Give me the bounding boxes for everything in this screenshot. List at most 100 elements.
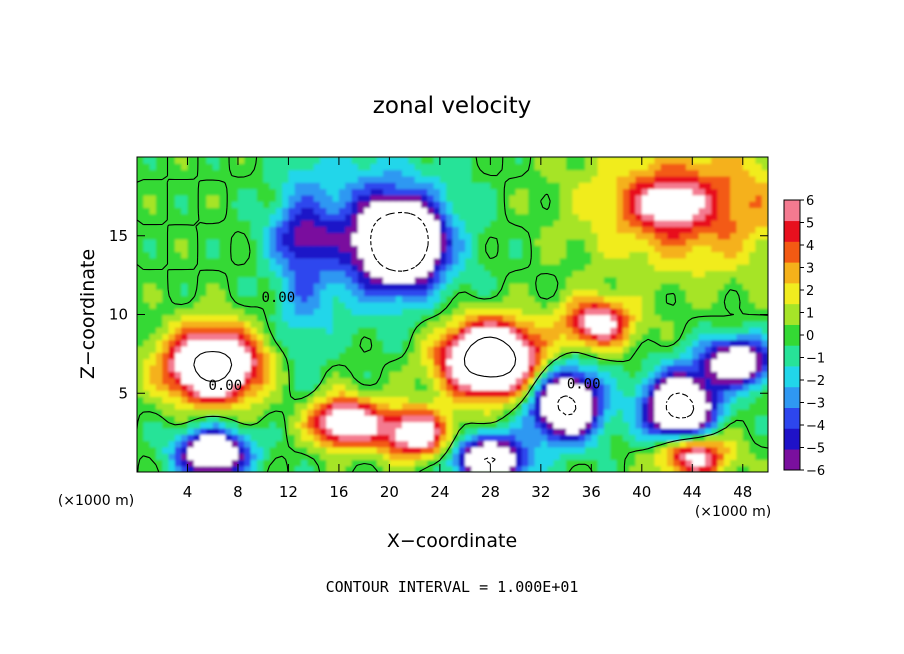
field-cell	[351, 434, 359, 442]
field-cell	[389, 409, 397, 416]
field-cell	[313, 226, 321, 234]
field-cell	[174, 346, 182, 353]
field-cell	[471, 327, 479, 334]
field-cell	[174, 314, 182, 322]
field-cell	[414, 446, 422, 454]
field-cell	[755, 276, 763, 284]
field-cell	[193, 358, 201, 366]
field-cell	[193, 163, 201, 171]
field-cell	[244, 295, 252, 303]
field-cell	[553, 188, 561, 196]
field-cell	[692, 409, 700, 416]
field-cell	[749, 415, 756, 423]
field-cell	[137, 402, 144, 410]
field-cell	[730, 459, 738, 467]
field-cell	[402, 453, 409, 460]
field-cell	[149, 188, 157, 196]
field-cell	[742, 415, 750, 423]
field-cell	[402, 308, 409, 316]
field-cell	[294, 320, 302, 328]
field-cell	[484, 175, 491, 183]
field-cell	[521, 390, 529, 397]
field-cell	[237, 201, 245, 208]
field-cell	[137, 446, 144, 454]
field-cell	[742, 169, 750, 177]
field-cell	[338, 257, 346, 265]
field-cell	[313, 358, 321, 366]
field-cell	[458, 201, 466, 208]
field-cell	[458, 295, 466, 303]
field-cell	[237, 446, 245, 454]
field-cell	[629, 251, 637, 259]
field-cell	[357, 427, 365, 435]
field-cell	[648, 283, 656, 290]
field-cell	[250, 238, 258, 246]
field-cell	[572, 339, 580, 347]
field-cell	[755, 339, 763, 347]
field-cell	[313, 169, 321, 177]
field-cell	[540, 459, 548, 467]
field-cell	[553, 371, 561, 379]
field-cell	[540, 257, 548, 265]
field-cell	[692, 169, 700, 177]
field-cell	[294, 232, 302, 240]
field-cell	[521, 182, 529, 190]
field-cell	[484, 364, 491, 372]
field-cell	[654, 333, 662, 341]
field-cell	[616, 308, 624, 316]
field-cell	[502, 257, 510, 265]
field-cell	[761, 314, 768, 322]
field-cell	[181, 409, 189, 416]
field-cell	[408, 459, 416, 467]
field-cell	[477, 320, 485, 328]
field-cell	[351, 358, 359, 366]
field-cell	[288, 320, 296, 328]
field-cell	[736, 276, 744, 284]
field-cell	[231, 238, 239, 246]
field-cell	[395, 251, 403, 259]
field-cell	[566, 201, 573, 208]
field-cell	[515, 434, 523, 442]
field-cell	[717, 264, 725, 271]
field-cell	[250, 220, 258, 227]
field-cell	[332, 201, 340, 208]
field-cell	[376, 257, 384, 265]
field-cell	[559, 339, 567, 347]
field-cell	[326, 257, 334, 265]
field-cell	[597, 175, 605, 183]
field-cell	[585, 396, 592, 404]
field-cell	[742, 402, 750, 410]
field-cell	[452, 402, 460, 410]
field-cell	[200, 276, 208, 284]
field-cell	[490, 421, 498, 429]
field-cell	[181, 427, 189, 435]
field-cell	[137, 314, 144, 322]
field-cell	[244, 409, 252, 416]
field-cell	[509, 251, 517, 259]
field-cell	[610, 213, 618, 221]
field-cell	[225, 383, 233, 391]
field-cell	[187, 390, 195, 397]
field-cell	[395, 289, 403, 297]
field-cell	[465, 238, 473, 246]
field-cell	[761, 251, 768, 259]
field-cell	[616, 446, 624, 454]
field-cell	[149, 283, 157, 290]
field-cell	[181, 226, 189, 234]
field-cell	[736, 427, 744, 435]
field-cell	[572, 320, 580, 328]
field-cell	[364, 188, 372, 196]
field-cell	[357, 226, 365, 234]
field-cell	[288, 175, 296, 183]
field-cell	[458, 383, 466, 391]
field-cell	[294, 276, 302, 284]
field-cell	[351, 238, 359, 246]
field-cell	[616, 346, 624, 353]
field-cell	[181, 421, 189, 429]
field-cell	[610, 409, 618, 416]
field-cell	[345, 415, 353, 423]
field-cell	[496, 396, 504, 404]
field-cell	[149, 453, 157, 460]
field-cell	[200, 402, 208, 410]
field-cell	[502, 169, 510, 177]
